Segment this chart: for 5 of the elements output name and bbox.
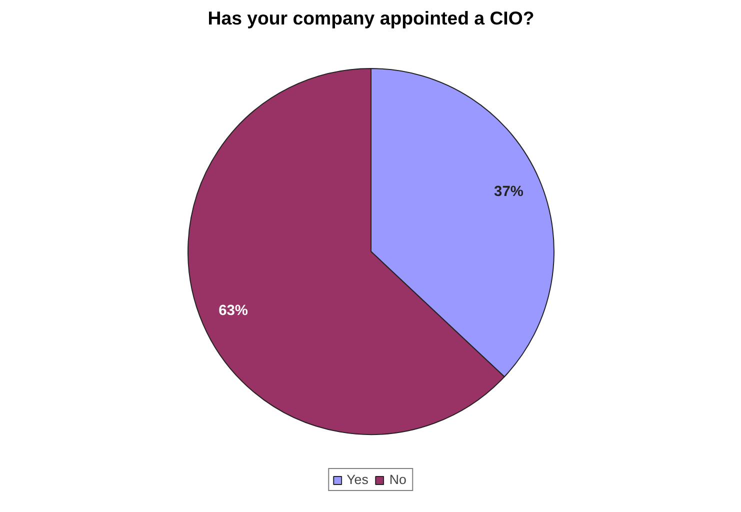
chart-title: Has your company appointed a CIO? [208,8,534,28]
legend-label: Yes [346,472,368,487]
data-label: 63% [218,303,248,320]
legend-label: No [389,472,408,487]
data-label: 37% [494,184,524,200]
